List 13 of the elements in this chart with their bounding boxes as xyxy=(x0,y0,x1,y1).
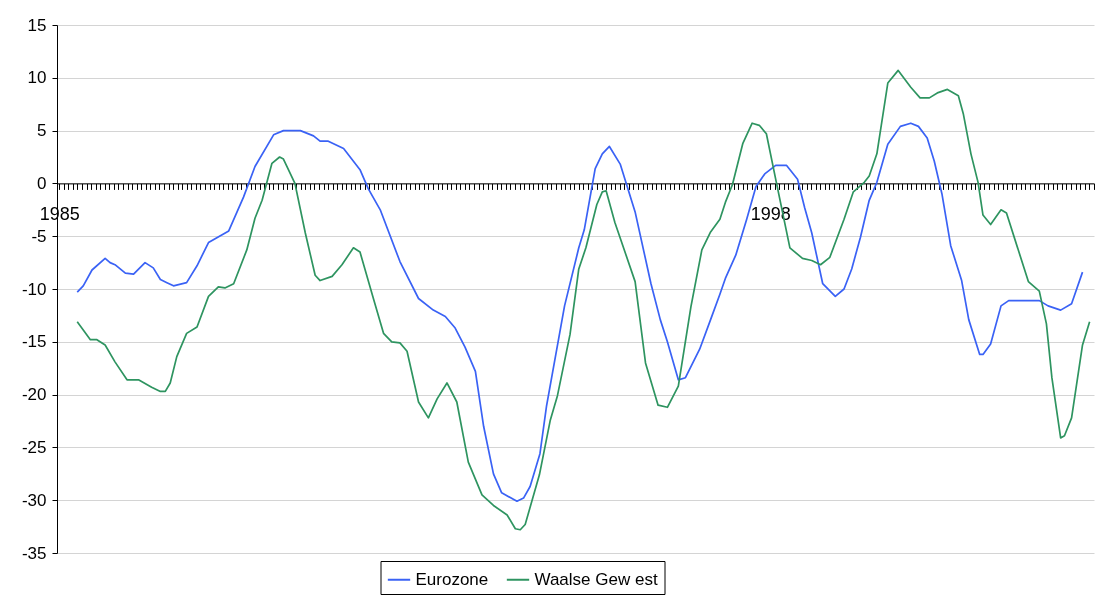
y-tick-label: 10 xyxy=(27,68,47,88)
legend-label: Waalse Gew est xyxy=(534,569,658,589)
y-tick-label: -25 xyxy=(21,437,47,457)
legend-label: Eurozone xyxy=(415,569,489,589)
y-tick-label: 15 xyxy=(27,15,47,35)
y-tick-label: 0 xyxy=(37,173,47,193)
y-tick-label: -30 xyxy=(21,490,47,510)
y-tick-label: -20 xyxy=(21,385,47,405)
y-tick-label: -10 xyxy=(21,279,47,299)
y-tick-label: -15 xyxy=(21,332,47,352)
y-tick-label: -5 xyxy=(31,226,47,246)
y-tick-label: -35 xyxy=(21,543,47,563)
y-tick-label: 5 xyxy=(37,121,47,141)
